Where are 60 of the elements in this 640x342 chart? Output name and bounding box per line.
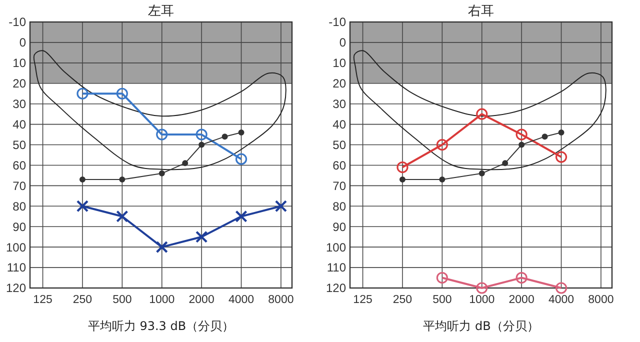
y-tick-label: 20 bbox=[332, 76, 346, 91]
point bbox=[195, 230, 208, 243]
y-tick-label: 30 bbox=[12, 97, 26, 112]
y-tick-label: -10 bbox=[8, 15, 26, 30]
y-tick-label: 60 bbox=[12, 158, 26, 172]
y-tick-label: 70 bbox=[332, 178, 346, 193]
y-tick-label: 20 bbox=[12, 76, 26, 91]
x-tick-label: 8000 bbox=[588, 294, 614, 306]
y-tick-label: 100 bbox=[6, 240, 26, 254]
y-tick-label: 0 bbox=[339, 36, 346, 50]
chart-title: 右耳 bbox=[468, 4, 494, 19]
x-tick-label: 4000 bbox=[548, 294, 574, 306]
point bbox=[119, 176, 126, 183]
point bbox=[156, 240, 168, 254]
x-tick-label: 4000 bbox=[228, 294, 254, 306]
y-tick-label: 120 bbox=[6, 281, 26, 296]
y-tick-label: 90 bbox=[12, 220, 26, 234]
point bbox=[156, 128, 168, 140]
y-tick-label: 30 bbox=[332, 97, 346, 112]
y-tick-label: 80 bbox=[332, 199, 346, 214]
y-tick-label: 50 bbox=[12, 138, 26, 152]
y-tick-label: 100 bbox=[326, 240, 346, 254]
x-tick-label: 125 bbox=[353, 294, 372, 306]
x-tick-label: 2000 bbox=[508, 294, 534, 306]
x-tick-label: 250 bbox=[72, 294, 92, 306]
y-tick-label: 40 bbox=[332, 118, 346, 132]
point bbox=[235, 153, 248, 165]
y-tick-label: 70 bbox=[12, 178, 26, 193]
x-tick-label: 1000 bbox=[149, 294, 175, 306]
y-tick-label: 60 bbox=[332, 158, 346, 172]
chart-title: 左耳 bbox=[148, 4, 174, 19]
point bbox=[76, 88, 88, 100]
point bbox=[235, 210, 248, 222]
y-tick-label: 50 bbox=[332, 138, 346, 152]
x-tick-label: 250 bbox=[392, 294, 412, 306]
point bbox=[76, 200, 89, 212]
point bbox=[79, 176, 86, 183]
point bbox=[196, 128, 208, 140]
x-tick-label: 500 bbox=[112, 294, 132, 306]
point bbox=[116, 210, 128, 222]
y-tick-label: 0 bbox=[19, 36, 26, 50]
y-tick-label: 10 bbox=[12, 56, 26, 70]
y-tick-label: -10 bbox=[328, 15, 346, 30]
point bbox=[274, 200, 288, 212]
text: 平均听力 dB（分贝） bbox=[423, 319, 539, 333]
x-tick-label: 8000 bbox=[268, 294, 294, 306]
point bbox=[158, 170, 165, 176]
y-tick-label: 120 bbox=[326, 281, 346, 296]
y-tick-label: 80 bbox=[12, 199, 26, 214]
y-tick-label: 90 bbox=[332, 220, 346, 234]
y-tick-label: 10 bbox=[332, 56, 346, 70]
point bbox=[116, 88, 128, 100]
text: 平均听力 93.3 dB（分贝） bbox=[88, 319, 234, 333]
x-tick-label: 500 bbox=[432, 294, 452, 306]
x-tick-label: 1000 bbox=[469, 294, 495, 306]
y-tick-label: 40 bbox=[12, 118, 26, 132]
y-tick-label: 110 bbox=[326, 260, 346, 275]
x-tick-label: 125 bbox=[33, 294, 52, 306]
x-tick-label: 2000 bbox=[188, 294, 214, 306]
y-tick-label: 110 bbox=[6, 260, 26, 275]
